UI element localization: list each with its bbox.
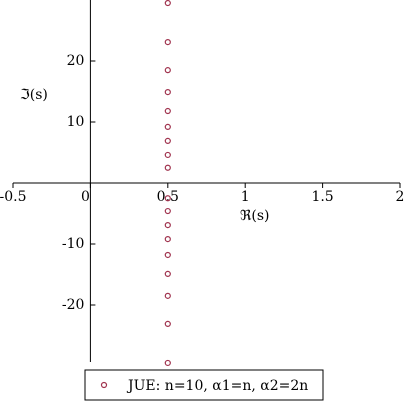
x-tick-label: 1 — [241, 189, 250, 205]
y-tick-label: -10 — [62, 236, 85, 252]
point — [164, 151, 171, 159]
legend-marker — [100, 381, 108, 389]
y-axis-label: ℑ(s) — [20, 87, 48, 103]
point — [164, 38, 171, 46]
point — [164, 320, 171, 328]
point — [164, 221, 171, 229]
x-tick-label: 0 — [81, 189, 90, 205]
x-axis-label: ℜ(s) — [240, 208, 270, 224]
y-tick-label: 10 — [67, 114, 85, 130]
point — [164, 67, 171, 74]
point — [164, 195, 171, 202]
x-tick-label: -0.5 — [0, 189, 27, 205]
point — [164, 0, 171, 7]
point — [164, 292, 171, 299]
legend-label: JUE: n=10, α1=n, α2=2n — [126, 378, 308, 394]
y-tick-label: -20 — [62, 297, 85, 313]
point — [164, 137, 171, 145]
point — [164, 164, 171, 171]
x-tick-label: 0.5 — [157, 189, 179, 205]
point — [164, 236, 171, 243]
point — [164, 123, 171, 130]
point — [164, 270, 171, 277]
y-tick-label: 20 — [67, 53, 85, 69]
legend-box — [84, 369, 324, 401]
point — [164, 359, 171, 367]
point — [164, 107, 171, 115]
point — [164, 207, 171, 215]
point — [164, 251, 171, 259]
x-tick-label: 2 — [396, 189, 405, 205]
point — [164, 89, 171, 96]
x-tick-label: 1.5 — [311, 189, 333, 205]
